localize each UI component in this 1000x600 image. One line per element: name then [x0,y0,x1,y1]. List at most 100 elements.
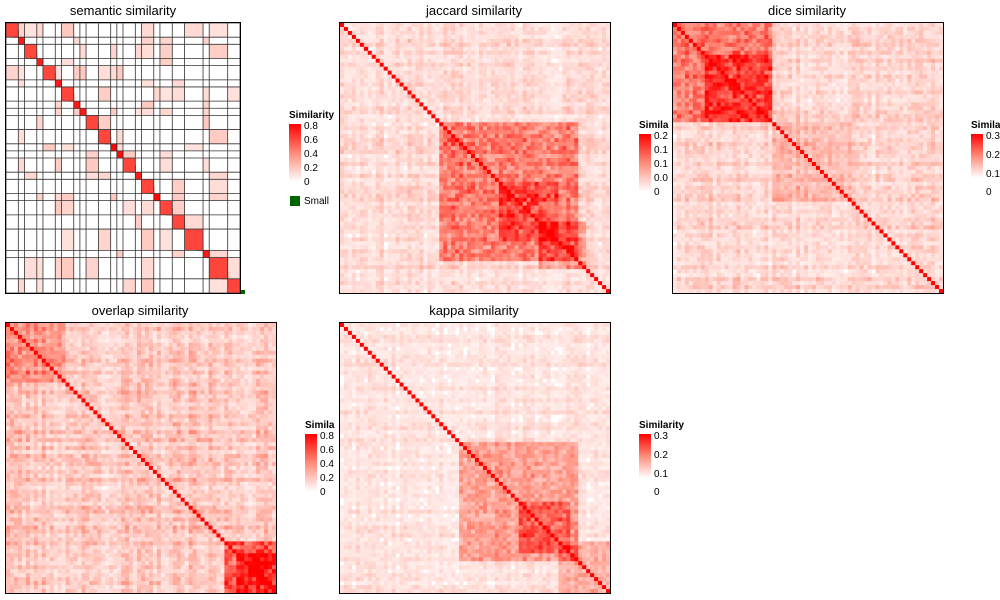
heatmap-cell [602,229,607,234]
heatmap-cell [435,277,440,282]
heatmap-cell [343,138,349,143]
heatmap-cell [542,114,547,119]
heatmap-cell [566,122,571,127]
heatmap-cell [463,34,468,40]
heatmap-cell [570,122,575,127]
heatmap-cell [510,130,516,135]
heatmap-cell [514,277,520,282]
heatmap-cell [574,102,579,107]
heatmap-block [73,37,80,45]
heatmap-cell [395,173,400,179]
heatmap-cell [399,146,404,151]
heatmap-cell [463,245,468,250]
heatmap-cell [502,114,508,119]
heatmap-cell [355,177,361,183]
heatmap-cell [522,265,528,270]
heatmap-cell [542,169,547,175]
heatmap-cell [447,253,452,258]
heatmap-cell [439,237,444,242]
heatmap-cell [435,30,440,36]
heatmap-cell [724,23,729,28]
heatmap-cell [363,58,369,64]
heatmap-cell [427,23,432,28]
heatmap-cell [784,30,789,36]
heatmap-cell [375,201,381,207]
heatmap-cell [792,30,797,36]
heatmap-cell [550,142,555,147]
heatmap-cell [355,249,361,254]
heatmap-cell [502,193,508,199]
heatmap-cell [399,245,404,250]
heatmap-cell [363,66,369,72]
heatmap-cell [486,229,492,234]
heatmap-cell [530,269,535,274]
heatmap-cell [550,173,555,179]
heatmap-cell [562,261,567,266]
heatmap-cell [459,38,464,44]
heatmap-cell [542,229,547,234]
heatmap-cell [351,237,357,242]
heatmap-cell [582,161,587,167]
heatmap-cell [415,154,420,159]
heatmap-cell [347,114,353,119]
heatmap-cell [459,66,464,72]
heatmap-cell [506,249,512,254]
heatmap-cell [538,90,543,95]
heatmap-cell [423,257,428,262]
heatmap-cell [478,281,484,286]
heatmap-cell [435,126,440,131]
heatmap-cell [340,165,345,171]
heatmap-cell [562,161,567,167]
heatmap-block [86,158,99,173]
heatmap-block [172,86,185,102]
heatmap-cell [506,38,512,44]
heatmap-cell [475,106,480,111]
heatmap-cell [586,62,591,68]
heatmap-cell [443,26,448,32]
heatmap-cell [526,285,531,290]
heatmap-block [61,200,74,215]
heatmap-cell [522,46,528,52]
heatmap-cell [530,66,535,72]
heatmap-cell [510,110,516,115]
heatmap-cell [439,130,444,135]
heatmap-cell [463,165,468,171]
heatmap-cell [439,273,444,278]
heatmap-cell [363,30,369,36]
heatmap-cell [399,150,404,155]
heatmap-cell [566,50,571,56]
heatmap-cell [415,90,420,95]
heatmap-cell [367,66,373,72]
heatmap-cell [510,249,516,254]
heatmap-cell [467,54,472,60]
heatmap-cell [343,253,349,258]
heatmap-cell [859,23,864,28]
heatmap-cell [498,181,504,187]
heatmap-cell [558,158,563,163]
heatmap-cell [343,165,349,171]
heatmap-cell [606,161,610,167]
heatmap-cell [522,58,528,64]
heatmap-cell [490,273,496,278]
heatmap-cell [375,237,381,242]
heatmap-cell [490,122,496,127]
heatmap-cell [391,273,396,278]
heatmap-cell [403,126,408,131]
heatmap-cell [371,90,377,95]
heatmap-cell [558,150,563,155]
heatmap-cell [506,106,512,111]
heatmap-cell [482,146,488,151]
heatmap-cell [554,86,559,91]
heatmap-cell [459,277,464,282]
heatmap-cell [475,102,480,107]
heatmap-cell [502,154,508,159]
heatmap-cell [347,217,353,222]
heatmap-cell [586,217,591,222]
heatmap-cell [423,169,428,175]
heatmap-cell [542,257,547,262]
heatmap-cell [558,110,563,115]
heatmap-cell [490,146,496,151]
heatmap-cell [486,23,492,28]
heatmap-cell [582,253,587,258]
heatmap-cell [538,50,543,56]
